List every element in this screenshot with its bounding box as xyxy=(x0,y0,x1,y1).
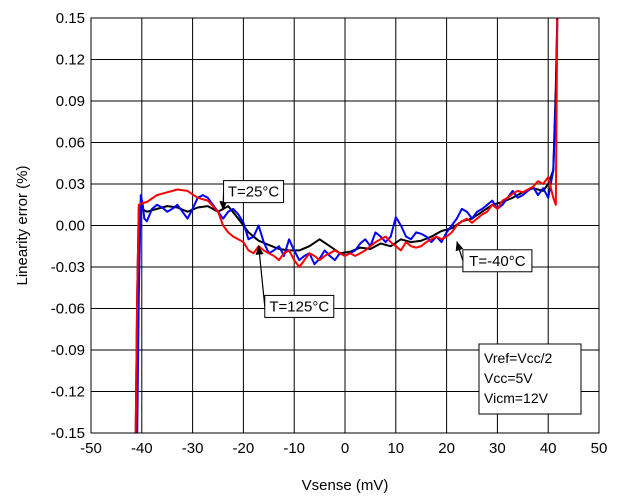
x-tick-label: -50 xyxy=(80,440,102,457)
x-tick-label: -20 xyxy=(233,440,255,457)
annotation-arrowhead xyxy=(219,201,228,211)
y-tick-label: 0.09 xyxy=(56,93,85,110)
annotation-box xyxy=(223,180,285,204)
info-box-line: Vref=Vcc/2 xyxy=(484,350,553,366)
info-box-line: Vcc=5V xyxy=(484,370,533,386)
annotation-leader-line xyxy=(258,245,266,307)
y-tick-label: -0.03 xyxy=(51,259,85,276)
annotation-box xyxy=(462,249,533,273)
y-tick-label: 0.03 xyxy=(56,176,85,193)
x-tick-label: 0 xyxy=(341,440,349,457)
x-tick-label: 50 xyxy=(591,440,608,457)
annotation-label: T=-40°C xyxy=(469,253,526,270)
y-tick-label: -0.09 xyxy=(51,342,85,359)
annotations: T=25°C T=-40°C T=125°C xyxy=(219,180,533,318)
y-tick-label: -0.06 xyxy=(51,301,85,318)
y-tick-label: 0.06 xyxy=(56,135,85,152)
x-tick-label: -30 xyxy=(182,440,204,457)
annotation-box xyxy=(264,294,335,318)
annotation-label: T=125°C xyxy=(269,298,329,315)
y-tick-label: 0.15 xyxy=(56,10,85,27)
y-tick-label: -0.15 xyxy=(51,425,85,442)
y-tick-label: 0.00 xyxy=(56,218,85,235)
x-tick-label: -10 xyxy=(283,440,305,457)
x-tick-label: 20 xyxy=(438,440,455,457)
series-line-t-125-c xyxy=(134,18,559,433)
x-tick-label: -40 xyxy=(131,440,153,457)
x-tick-label: 10 xyxy=(387,440,404,457)
annotation-label: T=25°C xyxy=(228,184,280,201)
y-tick-label: 0.12 xyxy=(56,52,85,69)
info-box-line: Vicm=12V xyxy=(484,390,549,406)
series-lines xyxy=(134,18,559,433)
info-box-frame xyxy=(478,343,582,415)
annotation-arrowhead xyxy=(255,245,264,255)
conditions-legend-box: Vref=Vcc/2 Vcc=5V Vicm=12V xyxy=(478,343,582,415)
y-tick-label: -0.12 xyxy=(51,384,85,401)
x-tick-label: 40 xyxy=(540,440,557,457)
plot-area-frame xyxy=(90,17,600,434)
y-axis-label: Linearity error (%) xyxy=(14,165,31,285)
x-tick-label: 30 xyxy=(489,440,506,457)
x-axis-label: Vsense (mV) xyxy=(302,477,389,494)
tick-labels: -50 -40 -30 -20 -10 0 10 20 30 40 50 -0.15 -0.12 -0.0… xyxy=(51,10,608,457)
annotation-arrowhead xyxy=(455,241,464,252)
